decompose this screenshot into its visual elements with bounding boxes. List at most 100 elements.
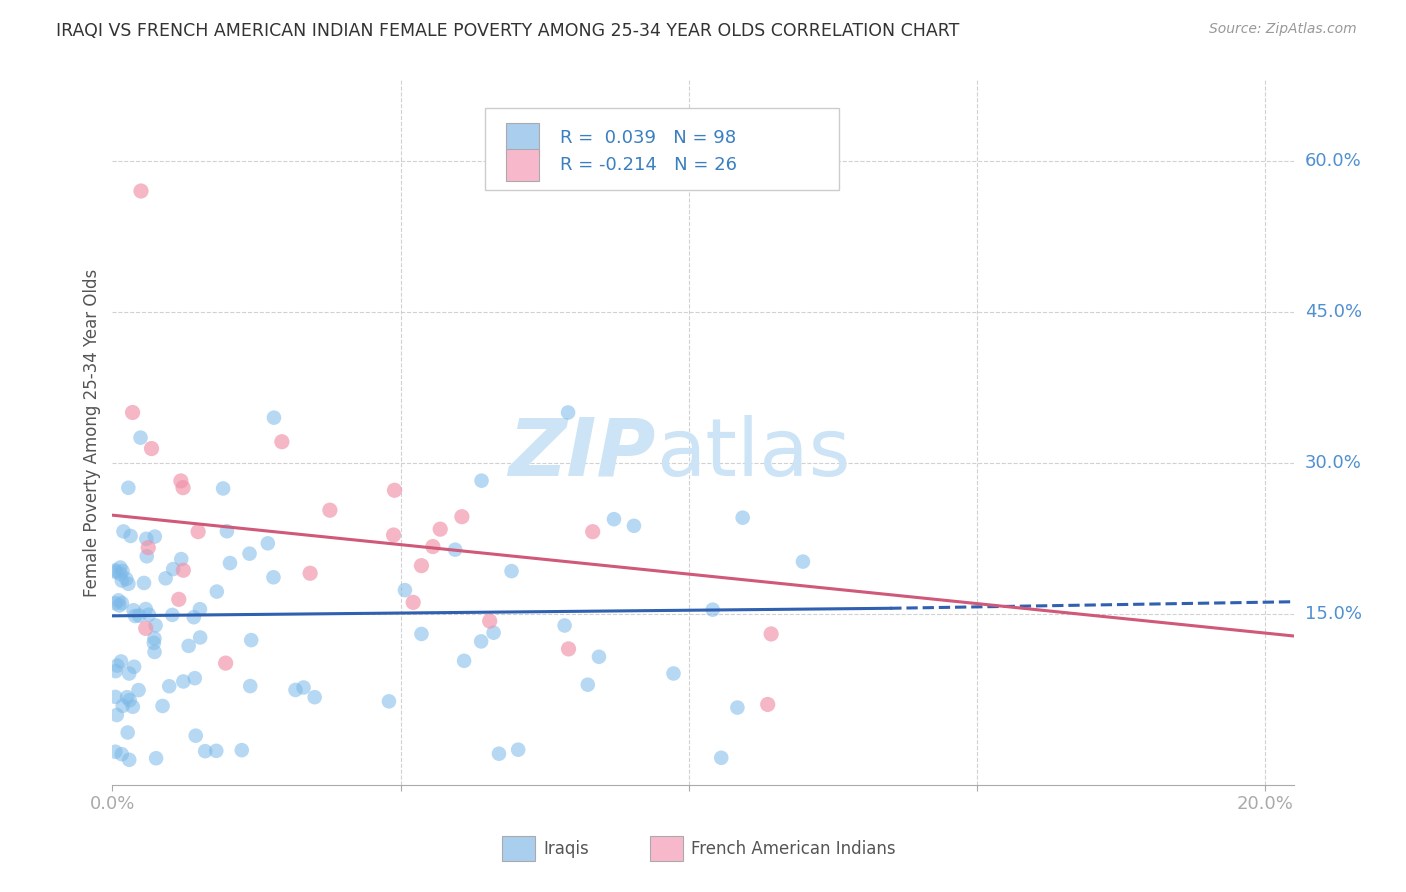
- Point: [557, 641, 579, 656]
- Point: [110, 566, 132, 581]
- Point: [129, 184, 152, 198]
- Point: [170, 552, 193, 566]
- Point: [453, 654, 475, 668]
- Point: [110, 560, 132, 574]
- Point: [378, 694, 401, 708]
- Point: [122, 659, 145, 673]
- Text: Iraqis: Iraqis: [544, 840, 589, 858]
- Point: [111, 574, 134, 588]
- Point: [104, 565, 127, 579]
- Point: [731, 510, 754, 524]
- Point: [470, 474, 492, 488]
- Point: [662, 666, 685, 681]
- Point: [118, 693, 141, 707]
- FancyBboxPatch shape: [506, 122, 538, 154]
- Point: [105, 658, 128, 673]
- Text: R =  0.039   N = 98: R = 0.039 N = 98: [560, 129, 737, 147]
- Point: [118, 753, 141, 767]
- Point: [205, 744, 228, 758]
- Point: [155, 571, 177, 585]
- Point: [554, 618, 576, 632]
- Text: IRAQI VS FRENCH AMERICAN INDIAN FEMALE POVERTY AMONG 25-34 YEAR OLDS CORRELATION: IRAQI VS FRENCH AMERICAN INDIAN FEMALE P…: [56, 22, 960, 40]
- Text: ZIP: ZIP: [509, 415, 655, 492]
- Point: [756, 698, 779, 712]
- Point: [152, 698, 174, 713]
- Point: [382, 528, 405, 542]
- Point: [411, 558, 433, 573]
- Point: [582, 524, 605, 539]
- Point: [105, 708, 128, 723]
- Point: [238, 547, 260, 561]
- Text: atlas: atlas: [655, 415, 851, 492]
- Point: [128, 683, 150, 698]
- Point: [231, 743, 253, 757]
- Point: [122, 603, 145, 617]
- Point: [129, 431, 152, 445]
- Text: R = -0.214   N = 26: R = -0.214 N = 26: [560, 156, 737, 174]
- Point: [792, 555, 814, 569]
- Point: [710, 751, 733, 765]
- Point: [194, 744, 217, 758]
- Point: [702, 602, 724, 616]
- Point: [110, 655, 132, 669]
- Point: [141, 442, 163, 456]
- Point: [212, 482, 235, 496]
- Point: [121, 699, 143, 714]
- Point: [111, 747, 134, 761]
- Point: [104, 596, 127, 610]
- Point: [136, 541, 159, 555]
- Point: [111, 698, 134, 713]
- Point: [384, 483, 406, 498]
- Point: [104, 664, 127, 678]
- Point: [411, 627, 433, 641]
- Point: [557, 405, 579, 419]
- Text: French American Indians: French American Indians: [692, 840, 896, 858]
- Point: [117, 725, 139, 739]
- Point: [270, 434, 292, 449]
- Point: [183, 610, 205, 624]
- Point: [115, 572, 138, 586]
- Point: [588, 649, 610, 664]
- Point: [576, 678, 599, 692]
- Point: [188, 631, 211, 645]
- Text: 15.0%: 15.0%: [1305, 605, 1361, 623]
- Point: [263, 410, 285, 425]
- Point: [304, 690, 326, 705]
- Point: [170, 474, 193, 488]
- Point: [135, 532, 157, 546]
- Point: [219, 556, 242, 570]
- Point: [124, 609, 146, 624]
- Point: [104, 745, 127, 759]
- Point: [284, 682, 307, 697]
- Point: [188, 602, 211, 616]
- Point: [121, 405, 143, 419]
- Point: [157, 679, 180, 693]
- Point: [172, 674, 194, 689]
- Point: [138, 607, 160, 622]
- Point: [759, 627, 782, 641]
- Point: [482, 625, 505, 640]
- Point: [429, 522, 451, 536]
- Point: [444, 542, 467, 557]
- Point: [478, 614, 501, 628]
- Point: [135, 602, 157, 616]
- Point: [299, 566, 322, 581]
- Text: Source: ZipAtlas.com: Source: ZipAtlas.com: [1209, 22, 1357, 37]
- Point: [603, 512, 626, 526]
- Point: [108, 599, 131, 613]
- Point: [256, 536, 278, 550]
- Point: [104, 563, 127, 577]
- Point: [145, 618, 167, 632]
- Point: [143, 645, 166, 659]
- FancyBboxPatch shape: [506, 149, 538, 181]
- Point: [239, 679, 262, 693]
- FancyBboxPatch shape: [502, 837, 536, 861]
- FancyBboxPatch shape: [485, 109, 839, 189]
- Point: [422, 540, 444, 554]
- Point: [162, 607, 184, 622]
- Point: [501, 564, 523, 578]
- Point: [167, 592, 190, 607]
- Point: [172, 481, 194, 495]
- Point: [725, 700, 748, 714]
- Point: [184, 729, 207, 743]
